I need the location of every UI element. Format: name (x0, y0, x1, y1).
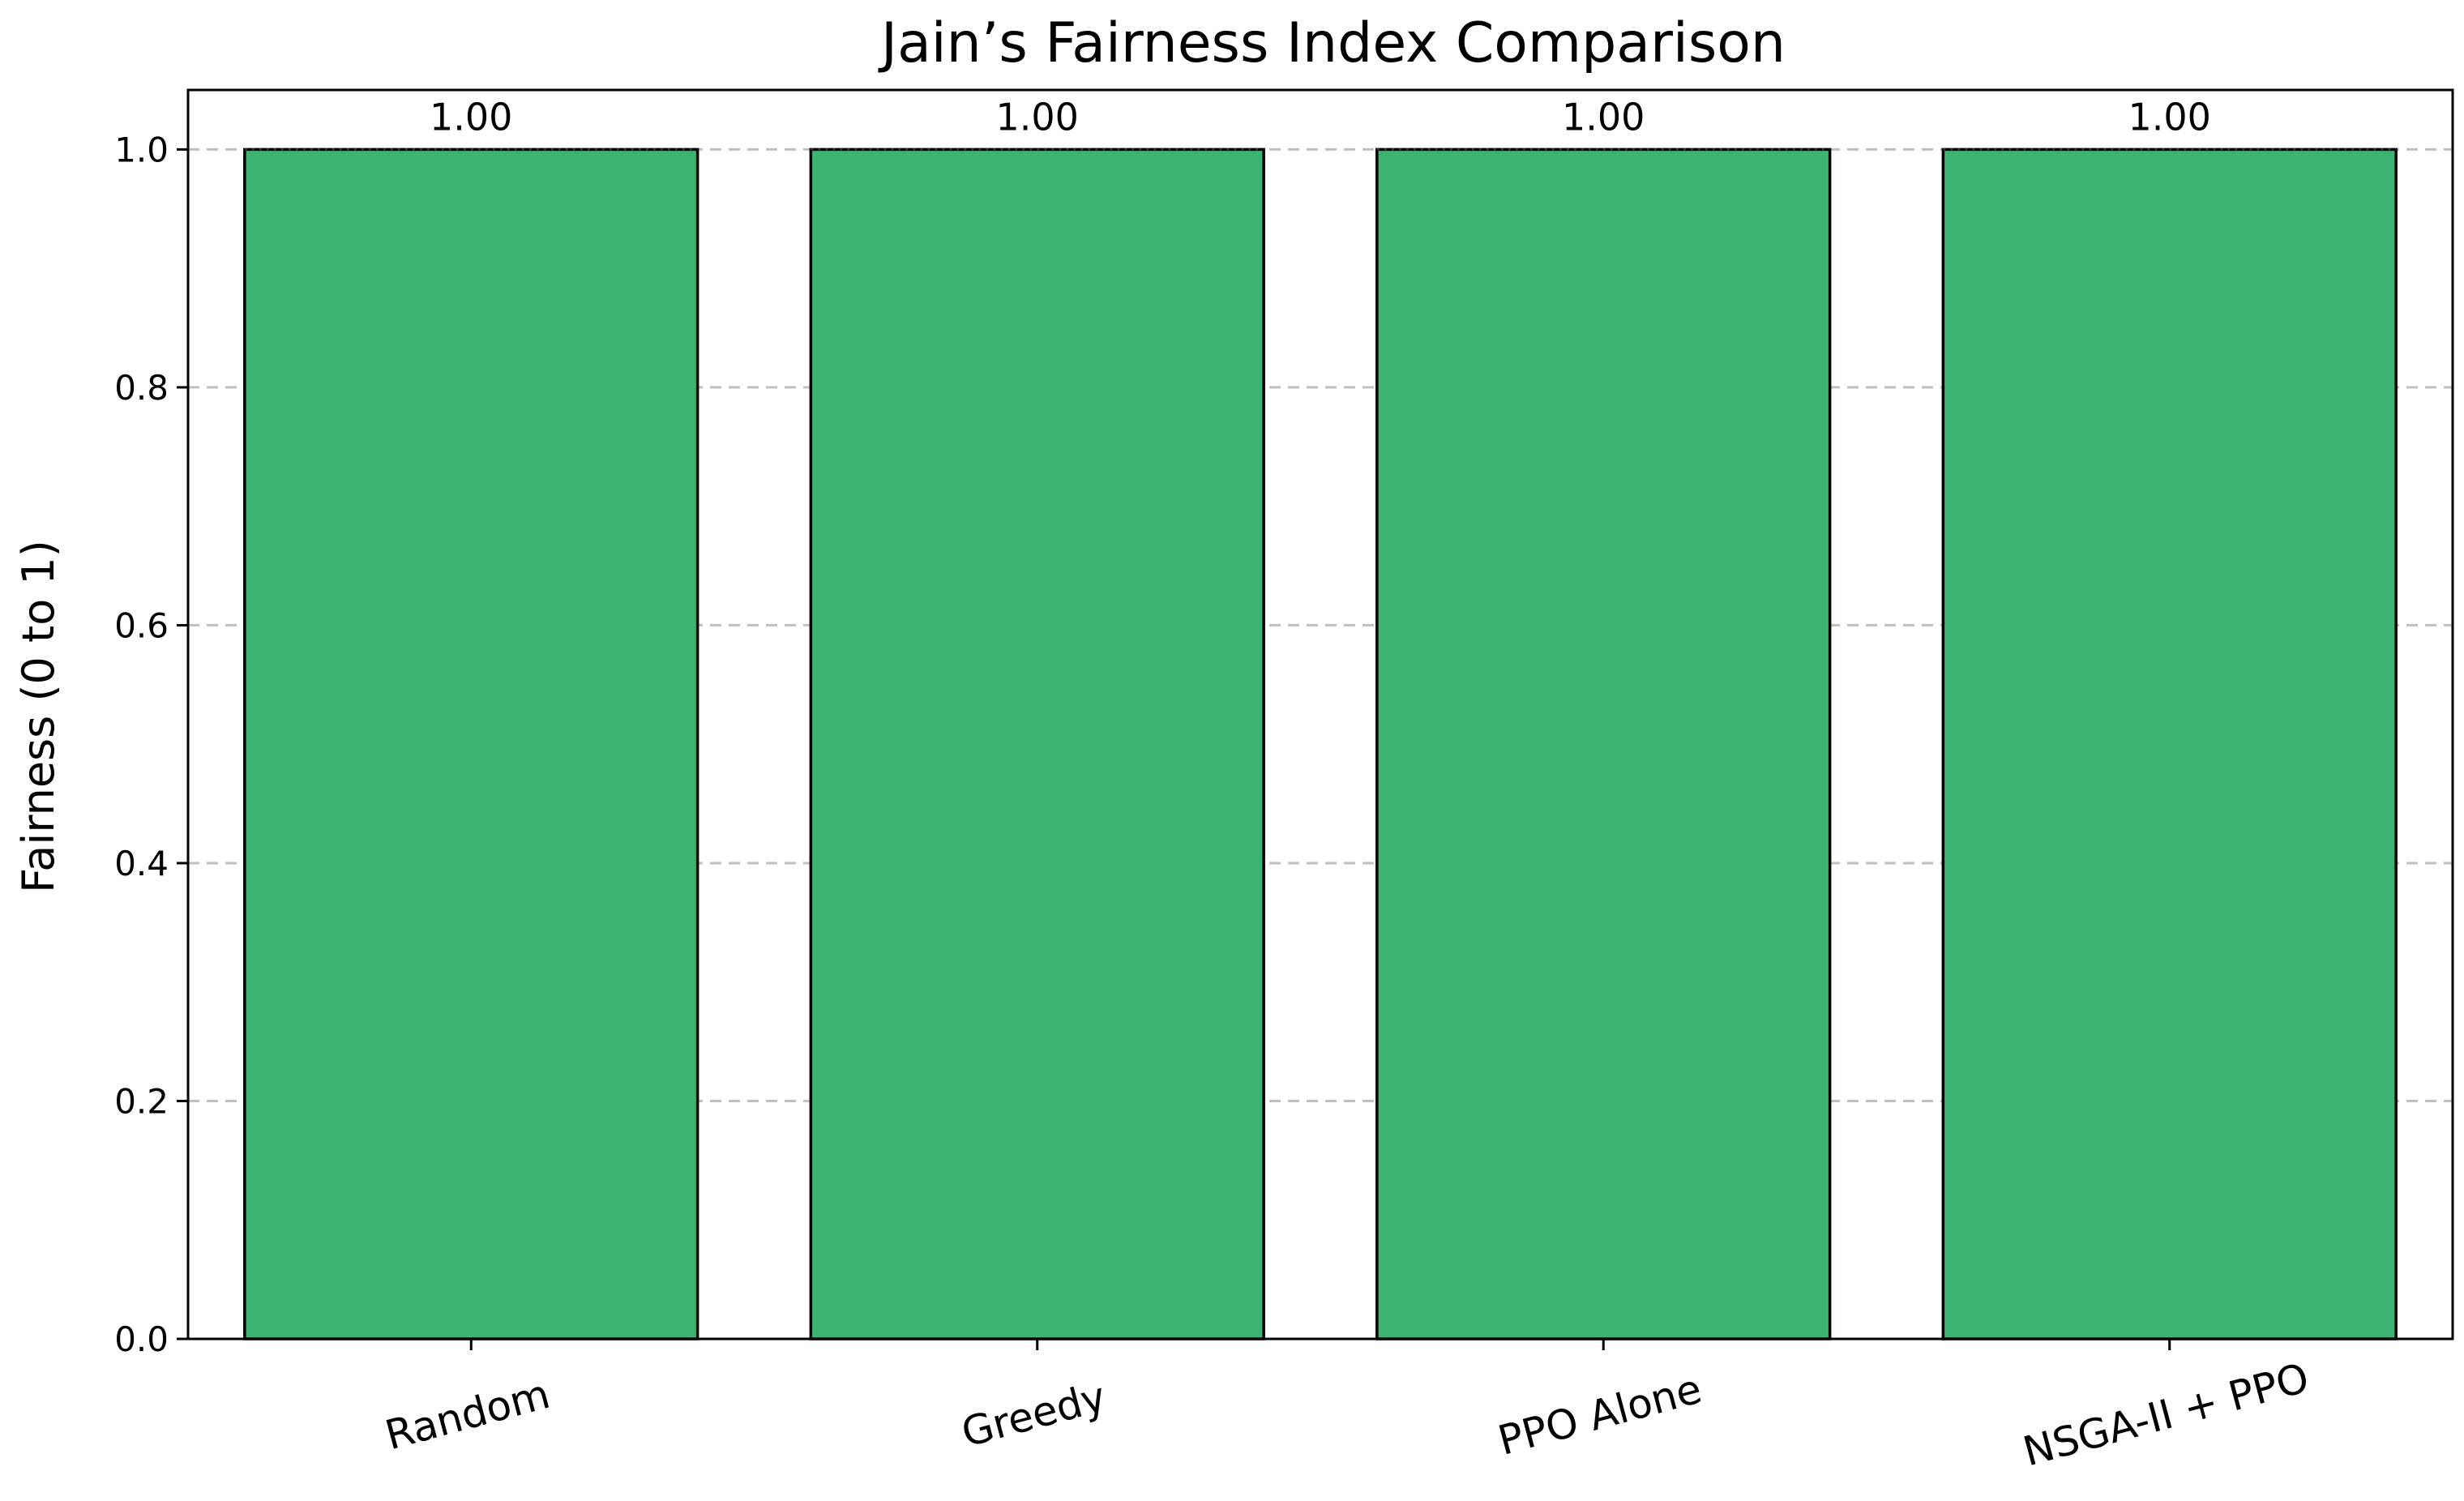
bar-value-label: 1.00 (1562, 95, 1645, 139)
bar-value-label: 1.00 (2128, 95, 2211, 139)
y-tick-label: 0.8 (114, 368, 169, 408)
y-axis-ticks: 0.0 0.2 0.4 0.6 0.8 1.0 (114, 130, 188, 1359)
y-tick-label: 0.6 (114, 605, 169, 645)
y-tick-label: 0.4 (114, 844, 169, 883)
x-tick-label: Greedy (956, 1373, 1110, 1456)
x-tick-label: Random (380, 1371, 554, 1460)
bar-value-label: 1.00 (996, 95, 1079, 139)
y-tick-label: 0.0 (114, 1319, 169, 1359)
bar (1375, 148, 1832, 1341)
plot-frame (186, 88, 2454, 1341)
bar (243, 148, 699, 1341)
x-tick-label: NSGA-II + PPO (2018, 1354, 2314, 1476)
bar (809, 148, 1265, 1341)
x-axis-ticks: Random Greedy PPO Alone NSGA-II + PPO (380, 1339, 2314, 1476)
y-tick-label: 1.0 (114, 130, 169, 169)
y-axis-label: Fairness (0 to 1) (13, 540, 64, 893)
chart-title: Jain’s Fairness Index Comparison (878, 11, 1786, 75)
bars: 1.00 1.00 1.00 1.00 (243, 95, 2398, 1341)
bar (1941, 148, 2398, 1341)
x-tick-label: PPO Alone (1493, 1365, 1706, 1464)
bar-value-label: 1.00 (430, 95, 512, 139)
y-tick-label: 0.2 (114, 1081, 169, 1121)
